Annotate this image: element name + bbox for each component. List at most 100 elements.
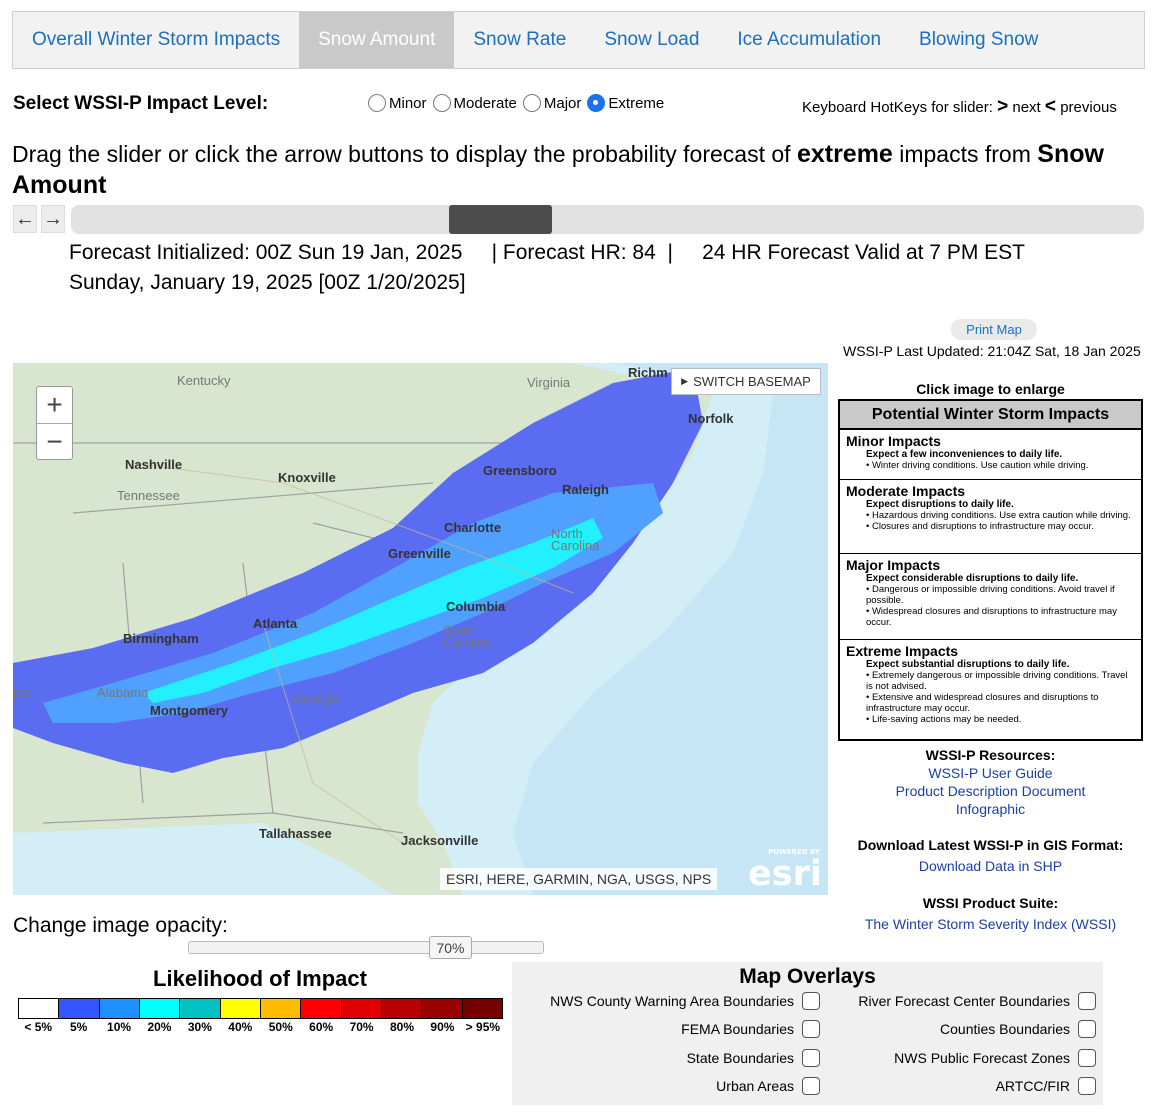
label-atlanta: Atlanta bbox=[253, 616, 298, 631]
overlay-checkbox[interactable] bbox=[802, 1049, 820, 1067]
tab-snow-amount[interactable]: Snow Amount bbox=[299, 12, 455, 68]
label-virginia: Virginia bbox=[527, 375, 571, 390]
label-tennessee: Tennessee bbox=[117, 488, 180, 503]
wssi-suite-link[interactable]: The Winter Storm Severity Index (WSSI) bbox=[864, 916, 1117, 932]
tab-blowing-snow[interactable]: Blowing Snow bbox=[919, 29, 1039, 50]
zoom-out-button[interactable]: − bbox=[37, 423, 72, 459]
label-greenville: Greenville bbox=[388, 546, 451, 561]
switch-basemap-button[interactable]: ▶ SWITCH BASEMAP bbox=[671, 368, 821, 395]
radio-moderate[interactable]: Moderate bbox=[432, 94, 517, 112]
legend-swatch bbox=[59, 999, 100, 1018]
overlay-label: ARTCC/FIR bbox=[995, 1078, 1070, 1094]
instruction-element: Snow Amount bbox=[12, 140, 1104, 199]
impact-moderate: Moderate Impacts Expect disruptions to d… bbox=[840, 480, 1141, 554]
label-greensboro: Greensboro bbox=[483, 463, 557, 478]
forecast-slider[interactable] bbox=[71, 205, 1144, 234]
legend-label: > 95% bbox=[465, 1020, 501, 1034]
label-tallahassee: Tallahassee bbox=[259, 826, 332, 841]
print-map-button[interactable]: Print Map bbox=[951, 319, 1037, 340]
download-shp-link[interactable]: Download Data in SHP bbox=[918, 858, 1063, 874]
zoom-in-button[interactable]: + bbox=[46, 389, 63, 420]
radio-label: Major bbox=[543, 94, 582, 112]
overlay-rfc[interactable]: River Forecast Center Boundaries bbox=[858, 992, 1096, 1010]
zoom-control: + − bbox=[36, 386, 73, 460]
product-description-link[interactable]: Product Description Document bbox=[895, 783, 1086, 799]
impact-expect: Expect considerable disruptions to daily… bbox=[866, 573, 1079, 584]
radio-button[interactable] bbox=[432, 94, 451, 112]
impact-bullet: Dangerous or impossible driving conditio… bbox=[866, 584, 1135, 606]
overlay-state[interactable]: State Boundaries bbox=[687, 1049, 820, 1067]
impact-title: Minor Impacts bbox=[846, 433, 941, 449]
legend-label: 5% bbox=[69, 1020, 88, 1034]
snow-band-20pct bbox=[143, 518, 603, 703]
impact-expect: Expect substantial disruptions to daily … bbox=[866, 659, 1070, 670]
user-guide-link[interactable]: WSSI-P User Guide bbox=[928, 765, 1053, 781]
next-label: next bbox=[1012, 99, 1041, 116]
impact-table-image[interactable]: Potential Winter Storm Impacts Minor Imp… bbox=[838, 399, 1143, 741]
opacity-handle[interactable]: 70% bbox=[429, 936, 472, 959]
label-columbia: Columbia bbox=[446, 599, 506, 614]
impact-bullet: Hazardous driving conditions. Use extra … bbox=[866, 510, 1135, 521]
legend-label: 50% bbox=[268, 1020, 293, 1034]
overlay-counties[interactable]: Counties Boundaries bbox=[940, 1020, 1096, 1038]
overlay-nws-cwa[interactable]: NWS County Warning Area Boundaries bbox=[550, 992, 820, 1010]
legend-swatch bbox=[462, 999, 502, 1018]
label-mississippi-partial: ppi bbox=[13, 685, 31, 700]
legend-label: 30% bbox=[187, 1020, 212, 1034]
overlay-checkbox[interactable] bbox=[802, 992, 820, 1010]
radio-button-selected[interactable] bbox=[587, 94, 606, 112]
map-overlays-panel: Map Overlays NWS County Warning Area Bou… bbox=[512, 962, 1103, 1105]
tab-ice-accumulation[interactable]: Ice Accumulation bbox=[737, 29, 882, 50]
label-north-carolina: North Carolina bbox=[551, 526, 600, 553]
overlay-artcc[interactable]: ARTCC/FIR bbox=[996, 1077, 1096, 1095]
slider-next-button[interactable]: → bbox=[41, 205, 65, 233]
overlay-fema[interactable]: FEMA Boundaries bbox=[681, 1020, 820, 1038]
label-raleigh: Raleigh bbox=[562, 482, 609, 497]
tab-overall-winter-storm-impacts[interactable]: Overall Winter Storm Impacts bbox=[32, 29, 281, 50]
legend-label: 70% bbox=[349, 1020, 374, 1034]
radio-label: Extreme bbox=[608, 94, 665, 112]
overlay-forecast-zones[interactable]: NWS Public Forecast Zones bbox=[894, 1049, 1096, 1067]
tab-snow-rate[interactable]: Snow Rate bbox=[473, 29, 567, 50]
map-view[interactable]: Kentucky Virginia Richm Norfolk Nashvill… bbox=[13, 363, 828, 895]
label-knoxville: Knoxville bbox=[278, 470, 336, 485]
label-nashville: Nashville bbox=[125, 457, 183, 472]
legend-label: 90% bbox=[430, 1020, 455, 1034]
label-norfolk: Norfolk bbox=[688, 411, 734, 426]
opacity-slider[interactable]: 70% bbox=[188, 936, 544, 959]
overlay-label: State Boundaries bbox=[686, 1050, 794, 1066]
esri-wordmark: esri bbox=[748, 854, 822, 894]
resources-block: WSSI-P Resources: WSSI-P User Guide Prod… bbox=[838, 746, 1143, 818]
gis-block: Download Latest WSSI-P in GIS Format: Do… bbox=[838, 836, 1143, 875]
radio-minor[interactable]: Minor bbox=[368, 94, 427, 112]
ocean-deep bbox=[513, 363, 828, 895]
overlay-checkbox[interactable] bbox=[1078, 1049, 1096, 1067]
slider-instruction: Drag the slider or click the arrow butto… bbox=[12, 139, 1162, 201]
overlay-checkbox[interactable] bbox=[802, 1020, 820, 1038]
overlay-label: Urban Areas bbox=[716, 1078, 794, 1094]
radio-button[interactable] bbox=[368, 94, 386, 112]
label-jacksonville: Jacksonville bbox=[401, 833, 479, 848]
overlay-checkbox[interactable] bbox=[1078, 1077, 1096, 1095]
radio-major[interactable]: Major bbox=[522, 94, 582, 112]
radio-label: Minor bbox=[389, 94, 427, 112]
overlay-checkbox[interactable] bbox=[802, 1077, 820, 1095]
overlay-checkbox[interactable] bbox=[1078, 992, 1096, 1010]
forecast-valid: 24 HR Forecast Valid at 7 PM EST bbox=[702, 241, 1025, 264]
tab-snow-load[interactable]: Snow Load bbox=[604, 29, 700, 50]
legend-title: Likelihood of Impact bbox=[153, 966, 367, 991]
overlay-urban[interactable]: Urban Areas bbox=[716, 1077, 820, 1095]
impact-expect: Expect a few inconveniences to daily lif… bbox=[866, 449, 1063, 460]
slider-prev-button[interactable]: ← bbox=[13, 205, 37, 233]
overlay-checkbox[interactable] bbox=[1078, 1020, 1096, 1038]
infographic-link[interactable]: Infographic bbox=[955, 801, 1026, 817]
radio-button[interactable] bbox=[522, 94, 541, 112]
impact-bullet: Extensive and widespread closures and di… bbox=[866, 692, 1135, 714]
suite-title: WSSI Product Suite: bbox=[922, 895, 1059, 911]
slider-handle[interactable] bbox=[449, 205, 552, 234]
overlay-label: Counties Boundaries bbox=[940, 1021, 1070, 1037]
radio-extreme[interactable]: Extreme bbox=[587, 94, 664, 112]
impact-level-radios: Minor Moderate Major Extreme bbox=[368, 94, 670, 112]
forecast-hour: | Forecast HR: 84 | bbox=[491, 241, 673, 264]
impact-level-title: Select WSSI-P Impact Level: bbox=[13, 93, 269, 114]
